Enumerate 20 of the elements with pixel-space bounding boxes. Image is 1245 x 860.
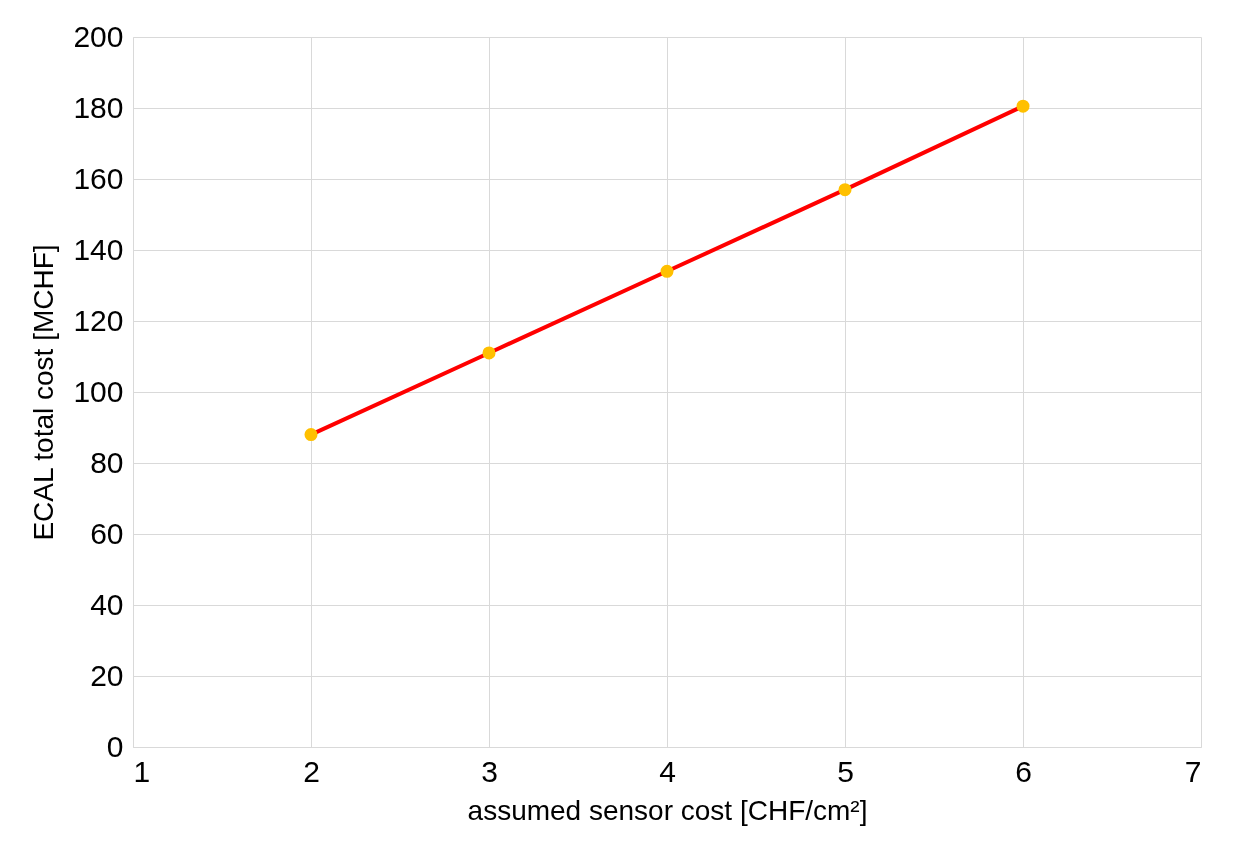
y-tick-label: 100	[73, 374, 124, 408]
x-tick-label: 3	[481, 754, 498, 788]
x-tick-label: 6	[1015, 754, 1032, 788]
x-tick-label: 1	[133, 754, 151, 788]
y-tick-label: 200	[73, 19, 124, 53]
y-tick-label: 40	[90, 587, 124, 621]
y-tick-label: 20	[90, 658, 124, 692]
x-tick-label: 7	[1184, 754, 1202, 788]
y-tick-label: 120	[73, 303, 124, 337]
x-axis-title: assumed sensor cost [CHF/cm²]	[467, 794, 868, 826]
x-tick-label: 5	[837, 754, 854, 788]
y-tick-label: 80	[90, 445, 124, 479]
y-tick-label: 60	[90, 516, 124, 550]
x-tick-label: 2	[303, 754, 320, 788]
y-tick-label: 140	[73, 232, 124, 266]
y-tick-label: 160	[73, 161, 124, 195]
y-tick-label: 180	[73, 90, 124, 124]
x-tick-label: 4	[659, 754, 676, 788]
y-axis-title: ECAL total cost [MCHF]	[28, 244, 60, 541]
y-tick-label: 0	[106, 729, 124, 763]
